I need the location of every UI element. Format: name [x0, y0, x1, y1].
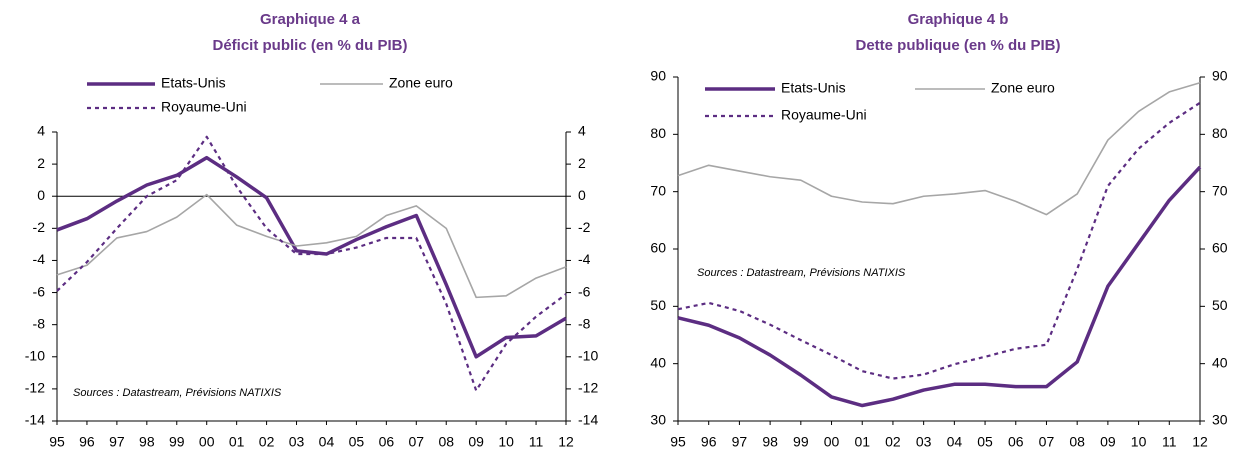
x-tick-label: 07: [409, 434, 425, 450]
x-tick-label: 97: [109, 434, 125, 450]
y2-tick-label: -8: [578, 315, 591, 331]
y2-tick-label: 50: [1212, 297, 1228, 313]
x-tick-label: 11: [1162, 434, 1177, 450]
series-line: [56, 155, 567, 359]
x-tick-label: 98: [762, 434, 778, 450]
series-line: [56, 135, 567, 392]
y-tick-label: -2: [33, 219, 46, 235]
y2-tick-label: -4: [578, 251, 591, 267]
y2-tick-label: -12: [578, 380, 598, 396]
y-tick-label: 70: [650, 182, 666, 198]
y-tick-label: 40: [650, 354, 666, 370]
y2-tick-label: -10: [578, 347, 598, 363]
x-tick-label: 03: [916, 434, 932, 450]
x-tick-label: 08: [438, 434, 454, 450]
y2-tick-label: -6: [578, 283, 591, 299]
y-tick-label: 4: [37, 123, 45, 139]
series-line: [677, 81, 1201, 216]
x-tick-label: 12: [1192, 434, 1208, 450]
x-tick-label: 09: [468, 434, 484, 450]
x-tick-label: 10: [498, 434, 514, 450]
x-tick-label: 05: [977, 434, 993, 450]
x-tick-label: 01: [854, 434, 870, 450]
x-tick-label: 09: [1100, 434, 1116, 450]
y2-tick-label: 4: [578, 123, 586, 139]
legend-label: Zone euro: [991, 80, 1055, 96]
chart-title: Graphique 4 b: [908, 11, 1009, 28]
x-tick-label: 04: [947, 434, 963, 450]
legend-label: Royaume-Uni: [781, 107, 867, 123]
x-tick-label: 02: [259, 434, 275, 450]
y-tick-label: 50: [650, 297, 666, 313]
source-note: Sources : Datastream, Prévisions NATIXIS: [73, 387, 282, 399]
x-tick-label: 97: [732, 434, 748, 450]
x-tick-label: 03: [289, 434, 305, 450]
y-tick-label: 2: [37, 155, 45, 171]
legend-label: Etats-Unis: [161, 75, 226, 91]
y2-tick-label: 90: [1212, 68, 1228, 84]
y-tick-label: -4: [33, 251, 46, 267]
series-line: [677, 165, 1202, 408]
series-line: [677, 101, 1201, 380]
x-tick-label: 06: [379, 434, 395, 450]
x-tick-label: 05: [349, 434, 365, 450]
y-tick-label: 30: [650, 412, 666, 428]
x-tick-label: 98: [139, 434, 155, 450]
y-tick-label: -10: [25, 347, 45, 363]
y-tick-label: 80: [650, 125, 666, 141]
source-note: Sources : Datastream, Prévisions NATIXIS: [697, 267, 906, 279]
x-tick-label: 00: [199, 434, 215, 450]
x-tick-label: 96: [79, 434, 95, 450]
x-tick-label: 96: [701, 434, 717, 450]
x-tick-label: 99: [169, 434, 185, 450]
x-tick-label: 06: [1008, 434, 1024, 450]
y-tick-label: -12: [25, 380, 45, 396]
legend-label: Zone euro: [389, 75, 453, 91]
y-tick-label: -6: [33, 283, 46, 299]
y2-tick-label: -14: [578, 412, 598, 428]
y-tick-label: -8: [33, 315, 46, 331]
chart-subtitle: Dette publique (en % du PIB): [856, 37, 1061, 54]
y2-tick-label: 70: [1212, 182, 1228, 198]
legend-label: Etats-Unis: [781, 80, 846, 96]
x-tick-label: 95: [670, 434, 686, 450]
x-tick-label: 04: [319, 434, 335, 450]
y-tick-label: -14: [25, 412, 45, 428]
y2-tick-label: -2: [578, 219, 591, 235]
series-line: [56, 193, 567, 299]
y2-tick-label: 40: [1212, 354, 1228, 370]
y2-tick-label: 0: [578, 187, 586, 203]
x-tick-label: 07: [1039, 434, 1055, 450]
legend-label: Royaume-Uni: [161, 99, 247, 115]
x-tick-label: 12: [558, 434, 574, 450]
y2-tick-label: 60: [1212, 240, 1228, 256]
chart-title: Graphique 4 a: [260, 11, 361, 28]
x-tick-label: 95: [49, 434, 65, 450]
x-tick-label: 08: [1069, 434, 1085, 450]
y-tick-label: 0: [37, 187, 45, 203]
x-tick-label: 00: [824, 434, 840, 450]
x-tick-label: 11: [529, 434, 544, 450]
y2-tick-label: 2: [578, 155, 586, 171]
y2-tick-label: 30: [1212, 412, 1228, 428]
x-tick-label: 02: [885, 434, 901, 450]
y2-tick-label: 80: [1212, 125, 1228, 141]
y-tick-label: 60: [650, 240, 666, 256]
chart-subtitle: Déficit public (en % du PIB): [212, 37, 407, 54]
x-tick-label: 01: [229, 434, 245, 450]
x-tick-label: 10: [1131, 434, 1147, 450]
x-tick-label: 99: [793, 434, 809, 450]
y-tick-label: 90: [650, 68, 666, 84]
